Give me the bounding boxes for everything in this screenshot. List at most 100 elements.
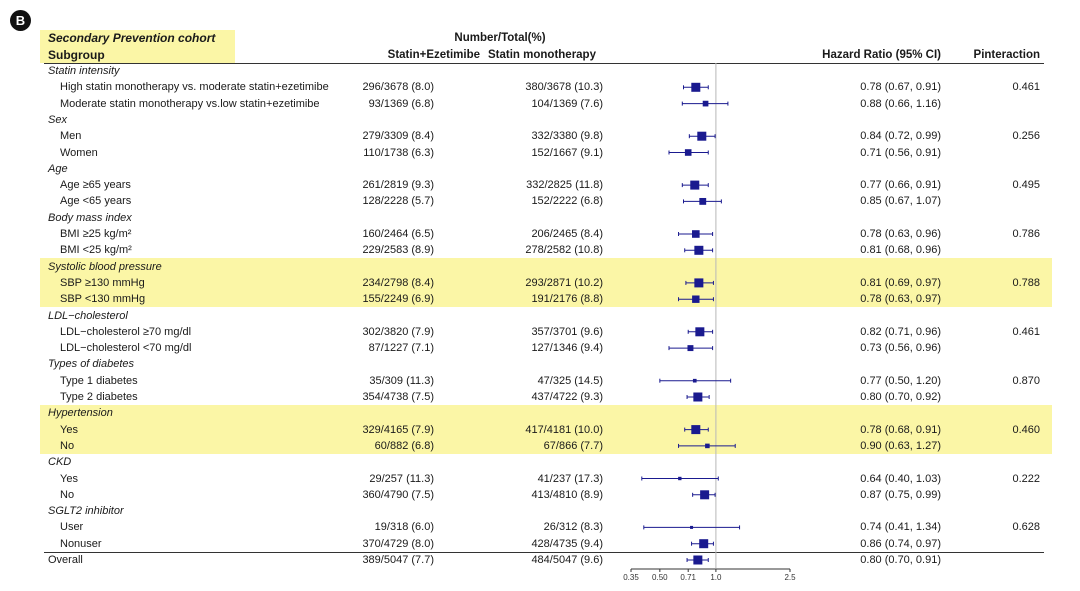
hazard-ratio-cell: 0.90 (0.63, 1.27) <box>860 439 941 452</box>
subgroup-label: User <box>60 521 84 534</box>
subgroup-label: High statin monotherapy vs. moderate sta… <box>60 81 329 94</box>
x-tick-label: 1.0 <box>710 573 722 582</box>
subgroup-label: LDL−cholesterol <70 mg/dl <box>60 342 192 355</box>
point-estimate-marker <box>678 476 682 481</box>
subgroup-label: Yes <box>60 472 78 485</box>
subgroup-category-label: Systolic blood pressure <box>48 260 162 273</box>
combo-count-cell: 360/4790 (7.5) <box>362 488 434 501</box>
point-estimate-marker <box>693 555 703 565</box>
subgroup-label: Men <box>60 130 82 143</box>
subgroup-label: Women <box>60 146 98 159</box>
hr-column-header: Hazard Ratio (95% CI) <box>822 49 941 61</box>
p-interaction-cell: 0.495 <box>1012 179 1040 192</box>
p-interaction-cell: 0.788 <box>1012 276 1040 289</box>
mono-count-cell: 191/2176 (8.8) <box>531 293 603 306</box>
point-estimate-marker <box>692 378 697 383</box>
combo-count-cell: 160/2464 (6.5) <box>362 228 434 240</box>
subgroup-label: SBP <130 mmHg <box>60 293 146 306</box>
point-estimate-marker <box>702 100 709 107</box>
hazard-ratio-cell: 0.80 (0.70, 0.92) <box>860 391 941 403</box>
cohort-title: Secondary Prevention cohort <box>48 31 216 45</box>
hazard-ratio-cell: 0.64 (0.40, 1.03) <box>860 472 941 485</box>
subgroup-label: Moderate statin monotherapy vs.low stati… <box>60 97 320 110</box>
subgroup-label: Nonuser <box>60 537 102 550</box>
x-tick-label: 2.5 <box>784 573 796 582</box>
subgroup-label: BMI ≥25 kg/m² <box>60 228 132 240</box>
p-column-header: Pinteraction <box>973 49 1040 61</box>
subgroup-category-label: Sex <box>48 113 67 126</box>
point-estimate-marker <box>699 539 709 549</box>
hazard-ratio-cell: 0.81 (0.69, 0.97) <box>860 276 941 289</box>
number-total-header: Number/Total(%) <box>454 32 546 44</box>
x-tick-label: 0.71 <box>680 573 696 582</box>
point-estimate-marker <box>691 82 701 92</box>
mono-count-cell: 380/3678 (10.3) <box>525 81 603 94</box>
subgroup-category-label: Types of diabetes <box>48 358 135 371</box>
subgroup-label: LDL−cholesterol ≥70 mg/dl <box>60 325 192 338</box>
mono-count-cell: 332/3380 (9.8) <box>531 130 603 143</box>
combo-count-cell: 29/257 (11.3) <box>369 472 434 485</box>
subgroup-label: SBP ≥130 mmHg <box>60 276 145 289</box>
mono-count-cell: 206/2465 (8.4) <box>531 228 603 240</box>
point-estimate-marker <box>692 230 700 238</box>
subgroup-category-label: Age <box>48 162 68 175</box>
mono-column-header: Statin monotherapy <box>488 49 596 61</box>
combo-count-cell: 87/1227 (7.1) <box>368 342 434 355</box>
hazard-ratio-cell: 0.88 (0.66, 1.16) <box>860 97 941 110</box>
panel-label: B <box>10 10 31 31</box>
point-estimate-marker <box>697 131 707 141</box>
point-estimate-marker <box>694 245 704 255</box>
mono-count-cell: 127/1346 (9.4) <box>531 342 603 355</box>
combo-count-cell: 296/3678 (8.0) <box>362 81 434 94</box>
point-estimate-marker <box>692 295 700 303</box>
subgroup-label: No <box>60 439 75 452</box>
p-interaction-cell: 0.461 <box>1012 81 1040 94</box>
combo-count-cell: 329/4165 (7.9) <box>362 423 434 436</box>
point-estimate-marker <box>695 327 705 337</box>
hazard-ratio-cell: 0.71 (0.56, 0.91) <box>860 146 941 159</box>
subgroup-label: Type 2 diabetes <box>60 391 138 403</box>
combo-count-cell: 354/4738 (7.5) <box>362 391 434 403</box>
combo-count-cell: 60/882 (6.8) <box>374 439 434 452</box>
combo-count-cell: 19/318 (6.0) <box>374 521 434 534</box>
mono-count-cell: 357/3701 (9.6) <box>531 325 603 338</box>
hazard-ratio-cell: 0.77 (0.66, 0.91) <box>860 179 941 192</box>
combo-count-cell: 370/4729 (8.0) <box>362 537 434 550</box>
subgroup-label: BMI <25 kg/m² <box>60 244 132 257</box>
combo-count-cell: 302/3820 (7.9) <box>362 325 434 338</box>
header-rule <box>44 63 1044 64</box>
hazard-ratio-cell: 0.82 (0.71, 0.96) <box>860 325 941 338</box>
point-estimate-marker <box>684 149 692 156</box>
hazard-ratio-cell: 0.86 (0.74, 0.97) <box>860 537 941 550</box>
mono-count-cell: 278/2582 (10.8) <box>525 244 603 257</box>
subgroup-header: Subgroup <box>48 48 105 62</box>
mono-count-cell: 413/4810 (8.9) <box>531 488 603 501</box>
subgroup-category-label: Statin intensity <box>48 65 120 77</box>
p-interaction-cell: 0.460 <box>1012 423 1040 436</box>
cohort-title-highlight <box>40 30 235 63</box>
hazard-ratio-cell: 0.78 (0.67, 0.91) <box>860 81 941 94</box>
combo-count-cell: 93/1369 (6.8) <box>368 97 434 110</box>
mono-count-cell: 332/2825 (11.8) <box>526 179 603 192</box>
mono-count-cell: 47/325 (14.5) <box>537 374 603 387</box>
hazard-ratio-cell: 0.84 (0.72, 0.99) <box>860 130 941 143</box>
p-interaction-cell: 0.222 <box>1012 472 1040 485</box>
subgroup-label: No <box>60 488 75 501</box>
hazard-ratio-cell: 0.74 (0.41, 1.34) <box>860 521 941 534</box>
combo-count-cell: 35/309 (11.3) <box>369 374 434 387</box>
combo-count-cell: 110/1738 (6.3) <box>363 146 434 159</box>
hazard-ratio-cell: 0.87 (0.75, 0.99) <box>860 488 941 501</box>
mono-count-cell: 104/1369 (7.6) <box>531 97 603 110</box>
mono-count-cell: 152/2222 (6.8) <box>531 195 603 208</box>
point-estimate-marker <box>690 525 694 529</box>
subgroup-label: Yes <box>60 423 78 436</box>
highlight-band <box>40 405 1052 455</box>
highlight-band <box>40 258 1052 308</box>
p-interaction-cell: 0.786 <box>1012 228 1040 240</box>
point-estimate-marker <box>694 278 704 288</box>
combo-column-header: Statin+Ezetimibe <box>387 49 480 61</box>
hazard-ratio-cell: 0.77 (0.50, 1.20) <box>860 374 941 387</box>
mono-count-cell: 437/4722 (9.3) <box>531 391 603 403</box>
